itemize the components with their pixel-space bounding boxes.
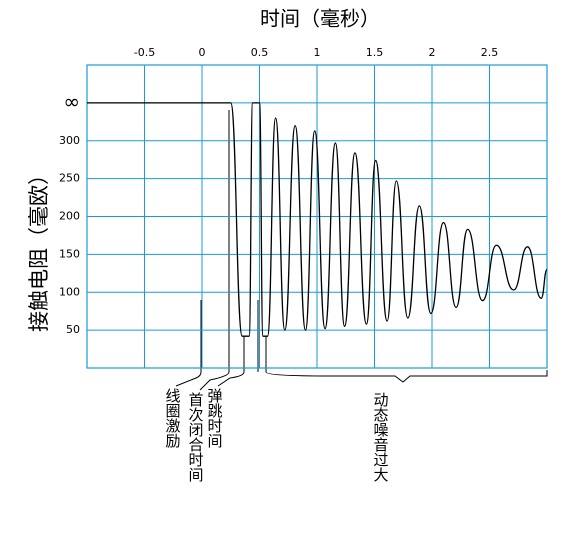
x-tick-label: 2.5: [481, 46, 499, 59]
y-tick-label: 250: [59, 172, 80, 185]
chart-title: 时间（毫秒）: [260, 7, 380, 31]
y-tick-label: 300: [59, 134, 80, 147]
data-line: [86, 102, 548, 337]
annotation: 首次闭合时间: [187, 392, 205, 483]
annotation: 线圈激励: [164, 388, 182, 449]
plot-frame: [86, 64, 548, 369]
x-tick-label: 2: [429, 46, 436, 59]
y-tick-label: 200: [59, 210, 80, 223]
y-tick-label: 50: [66, 323, 80, 336]
x-tick-label: 0: [199, 46, 206, 59]
x-tick-label: -0.5: [134, 46, 155, 59]
x-tick-label: 1: [314, 46, 321, 59]
annotation: 弹跳时间: [206, 388, 224, 449]
x-tick-label: 1.5: [366, 46, 384, 59]
annotation: 动态噪音过大: [372, 392, 390, 482]
y-axis-label: 接触电阻（毫欧）: [27, 164, 51, 332]
y-tick-label: 150: [59, 247, 80, 260]
x-tick-label: 0.5: [251, 46, 269, 59]
annotation-braces: [175, 110, 548, 391]
y-tick-label: ∞: [63, 89, 80, 113]
y-tick-label: 100: [59, 285, 80, 298]
